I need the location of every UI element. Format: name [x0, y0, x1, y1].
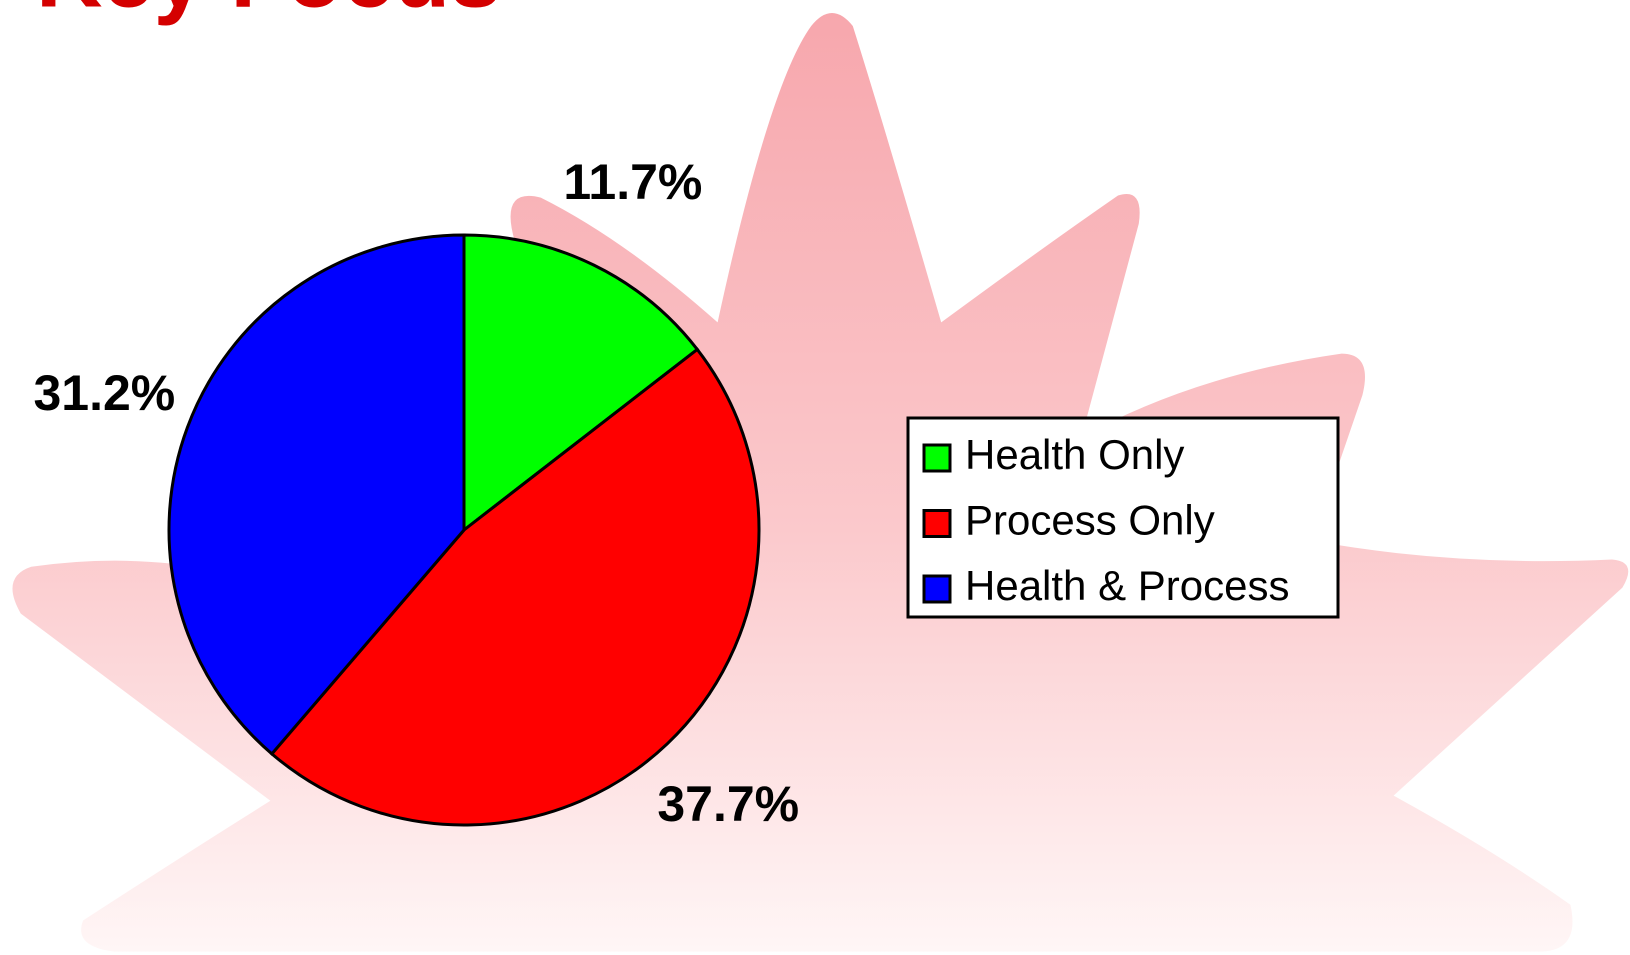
- pie-slice: [269, 347, 761, 827]
- pie: [167, 233, 761, 827]
- legend-label: Process Only: [965, 497, 1215, 544]
- legend-swatch: [922, 509, 952, 538]
- legend: Health Only Process Only Health & Process: [922, 431, 1289, 609]
- pie-slice: [167, 233, 466, 756]
- legend-swatch: [922, 574, 952, 604]
- legend-label: Health Only: [965, 431, 1184, 478]
- legend-box: [906, 416, 1340, 619]
- pie-slice: [462, 233, 700, 534]
- data-label: 11.7%: [563, 154, 702, 210]
- legend-swatch: [922, 443, 952, 473]
- chart-title: Key Focus: [36, 0, 501, 26]
- data-label: 31.2%: [33, 365, 175, 421]
- legend-label: Health & Process: [965, 562, 1289, 609]
- data-label: 37.7%: [657, 776, 799, 832]
